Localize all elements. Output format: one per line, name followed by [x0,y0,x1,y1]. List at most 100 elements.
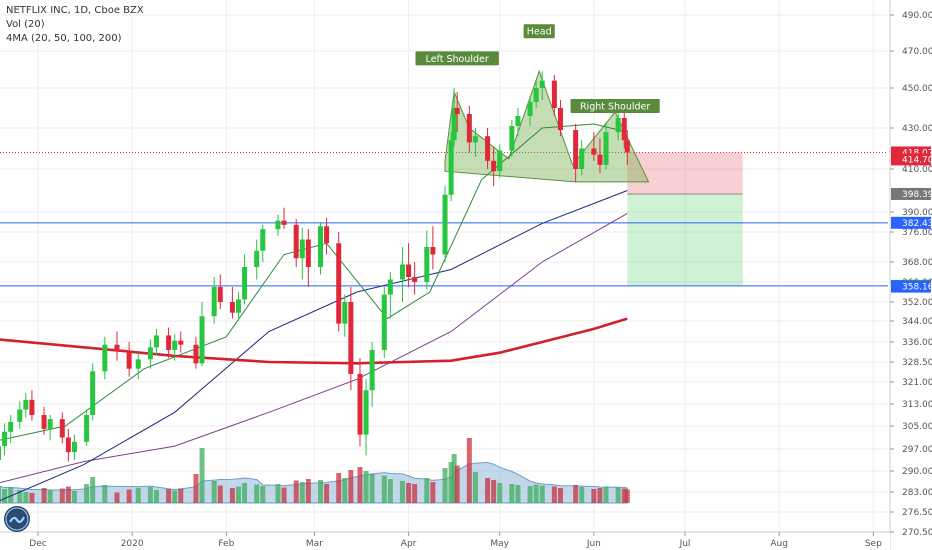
candle [615,108,621,141]
candle-body [448,140,454,195]
price-tick-label: 297.00 [902,445,932,455]
price-tag: 414.70 [891,153,932,166]
candle [235,292,241,321]
candle-body [579,148,585,169]
volume-bar [497,483,503,503]
volume-indicator-label[interactable]: Vol (20) [6,19,45,30]
volume-bar [533,484,539,503]
price-tick-label: 376.00 [902,228,932,238]
candle [381,287,387,358]
candle-body [381,294,387,350]
candle-body [491,160,497,172]
candle [8,415,14,444]
candle [591,132,597,161]
chart-legend: NETFLIX INC, 1D, Cboe BZX Vol (20) 4MA (… [6,4,144,46]
volume-bar [317,480,323,503]
candle-body [242,267,248,300]
price-axis-bg [890,0,932,550]
candle-body [254,250,260,267]
price-tick-label: 352.00 [902,298,932,308]
time-tick-label: Jun [586,539,601,549]
candle [84,409,90,447]
ma100-line [0,212,628,484]
candle [281,207,287,230]
symbol-title[interactable]: NETFLIX INC, 1D, Cboe BZX [6,5,144,16]
short-position-stop-zone [627,152,743,194]
candle [454,92,460,133]
candle-body [348,302,354,374]
candle-body [621,118,627,141]
candle [126,342,132,377]
candle [65,428,71,462]
volume-bar [166,489,172,503]
logo-icon [4,506,30,532]
time-tick-label: Feb [218,539,234,549]
candle-body [126,351,132,369]
volume-bar [472,472,478,503]
price-tick-label: 328.50 [902,358,932,368]
candle [178,331,184,353]
candle [217,274,223,310]
candle [0,446,2,460]
time-tick-label: Sep [865,539,882,549]
candle-body [497,150,503,172]
volume-bar [615,487,621,503]
candle-body [624,140,630,153]
volume-bar [509,484,515,503]
candle-body [217,287,223,302]
candle [342,294,348,337]
candle-body [178,340,184,345]
candle-body [551,80,557,108]
price-tick-label: 313.00 [902,400,932,410]
price-tag-box [891,216,931,229]
candle-body [324,226,330,244]
pattern-label-text: Head [527,27,552,38]
volume-bar [71,491,77,503]
candle [254,239,260,280]
candle-body [387,279,393,295]
price-tick-label: 290.00 [902,467,932,477]
volume-bar [342,478,348,503]
candle-body [412,277,418,282]
candle-body [147,347,153,360]
ma50-line [0,190,628,502]
candle-body [0,446,2,460]
candle-body [90,371,96,415]
candle [293,219,299,267]
time-tick-label: Jul [679,539,691,549]
price-tag-label: 414.70 [902,155,932,165]
candle [424,230,430,290]
volume-bar [336,473,342,503]
volume-bar [363,471,369,503]
candle [363,379,369,456]
candle-body [153,335,159,348]
candle-body [317,226,323,267]
pattern-label: Head [523,24,555,39]
time-tick-label: Aug [770,539,788,549]
volume-bar [539,485,545,503]
candle-body [515,116,521,126]
candle [211,277,217,324]
time-tick-label: Apr [401,539,417,549]
candle [336,232,342,332]
candle-body [557,108,563,131]
candle [406,243,412,287]
ma-indicator-label[interactable]: 4MA (20, 50, 100, 200) [6,33,122,44]
volume-bar [293,480,299,503]
volume-bar [579,487,585,503]
price-tick-label: 470.00 [902,47,932,57]
candle [442,186,448,262]
candle [317,222,323,275]
volume-bar [23,492,29,503]
candle [466,106,472,153]
volume-bar [172,490,178,503]
volume-bar [454,465,460,503]
time-tick-label: May [490,539,509,549]
volume-bar [381,475,387,503]
volume-bar [621,488,627,503]
volume-bar [217,485,223,503]
candle [539,71,545,100]
candle [579,140,585,176]
price-tag: 382.43 [891,216,932,229]
